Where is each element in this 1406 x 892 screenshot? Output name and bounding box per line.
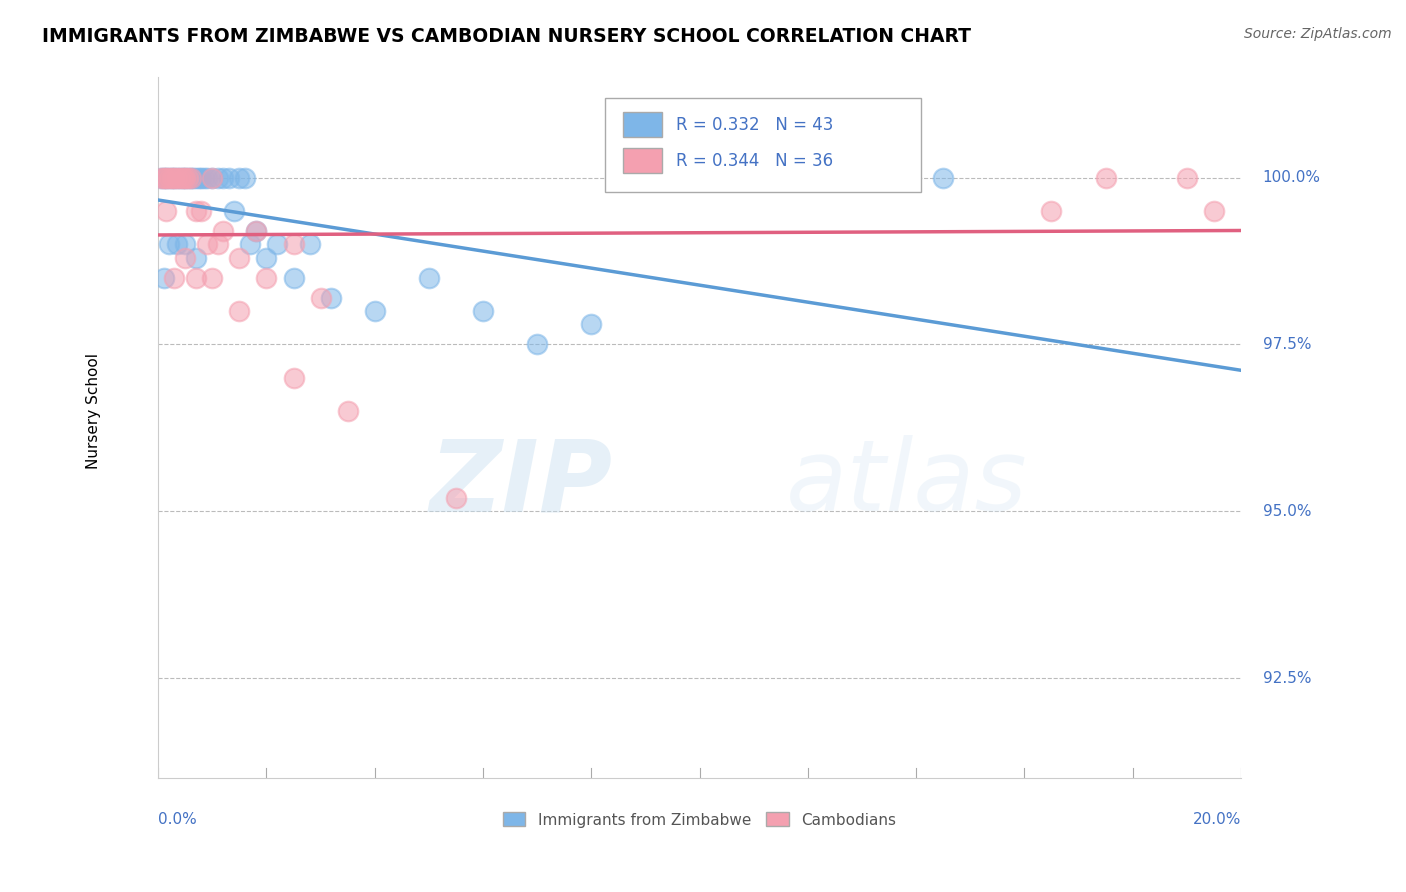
Point bbox=[201, 170, 224, 185]
Point bbox=[149, 170, 172, 185]
Point bbox=[172, 170, 194, 185]
Point bbox=[183, 170, 205, 185]
Point bbox=[1094, 170, 1116, 185]
Text: 0.0%: 0.0% bbox=[159, 812, 197, 827]
Point bbox=[336, 404, 359, 418]
Point bbox=[283, 270, 305, 285]
Point bbox=[581, 318, 603, 332]
Text: 100.0%: 100.0% bbox=[1263, 170, 1320, 185]
Point bbox=[155, 170, 177, 185]
Text: R = 0.344   N = 36: R = 0.344 N = 36 bbox=[676, 152, 834, 169]
Point bbox=[184, 170, 207, 185]
Point bbox=[228, 304, 250, 318]
Point bbox=[177, 170, 200, 185]
Point bbox=[155, 170, 177, 185]
Point bbox=[190, 170, 212, 185]
Text: R = 0.332   N = 43: R = 0.332 N = 43 bbox=[676, 116, 834, 134]
Point bbox=[207, 237, 229, 252]
Point bbox=[190, 203, 212, 218]
Point bbox=[228, 170, 250, 185]
Point bbox=[174, 170, 197, 185]
Text: 92.5%: 92.5% bbox=[1263, 671, 1310, 686]
Point bbox=[152, 170, 174, 185]
Point bbox=[180, 170, 202, 185]
Point bbox=[174, 237, 197, 252]
Point bbox=[157, 170, 180, 185]
Text: IMMIGRANTS FROM ZIMBABWE VS CAMBODIAN NURSERY SCHOOL CORRELATION CHART: IMMIGRANTS FROM ZIMBABWE VS CAMBODIAN NU… bbox=[42, 27, 972, 45]
Point bbox=[245, 224, 267, 238]
Point bbox=[207, 170, 229, 185]
Point bbox=[233, 170, 256, 185]
Point bbox=[266, 237, 288, 252]
Point bbox=[228, 251, 250, 265]
Point bbox=[256, 270, 278, 285]
Point bbox=[166, 237, 188, 252]
Point bbox=[283, 371, 305, 385]
Point bbox=[149, 170, 172, 185]
Point bbox=[163, 170, 186, 185]
Point bbox=[218, 170, 240, 185]
Point bbox=[157, 237, 180, 252]
Text: 20.0%: 20.0% bbox=[1192, 812, 1241, 827]
Point bbox=[283, 237, 305, 252]
Point bbox=[321, 291, 343, 305]
Point bbox=[193, 170, 215, 185]
Point bbox=[444, 491, 467, 505]
Point bbox=[174, 251, 197, 265]
Point bbox=[298, 237, 321, 252]
Point bbox=[163, 170, 186, 185]
Point bbox=[222, 203, 245, 218]
Point bbox=[364, 304, 387, 318]
Text: 97.5%: 97.5% bbox=[1263, 337, 1310, 352]
Point bbox=[163, 270, 186, 285]
Point bbox=[155, 203, 177, 218]
Point bbox=[256, 251, 278, 265]
Text: ZIP: ZIP bbox=[430, 435, 613, 533]
Text: 95.0%: 95.0% bbox=[1263, 504, 1310, 519]
Point bbox=[166, 170, 188, 185]
Point bbox=[245, 224, 267, 238]
Point bbox=[160, 170, 183, 185]
Point bbox=[152, 170, 174, 185]
Point bbox=[174, 170, 197, 185]
Point bbox=[526, 337, 548, 351]
Point bbox=[169, 170, 191, 185]
Point bbox=[201, 270, 224, 285]
Point bbox=[152, 270, 174, 285]
Point bbox=[160, 170, 183, 185]
Text: atlas: atlas bbox=[786, 435, 1028, 533]
Point bbox=[177, 170, 200, 185]
Point bbox=[472, 304, 495, 318]
Point bbox=[187, 170, 209, 185]
Point bbox=[180, 170, 202, 185]
Point bbox=[166, 170, 188, 185]
Point bbox=[172, 170, 194, 185]
Legend: Immigrants from Zimbabwe, Cambodians: Immigrants from Zimbabwe, Cambodians bbox=[496, 806, 903, 834]
Point bbox=[309, 291, 332, 305]
Point bbox=[1202, 203, 1225, 218]
Point bbox=[212, 170, 235, 185]
Point bbox=[418, 270, 440, 285]
Point bbox=[212, 224, 235, 238]
Text: Nursery School: Nursery School bbox=[86, 353, 101, 469]
Point bbox=[184, 270, 207, 285]
Point bbox=[1040, 203, 1063, 218]
Point bbox=[932, 170, 955, 185]
Text: Source: ZipAtlas.com: Source: ZipAtlas.com bbox=[1244, 27, 1392, 41]
Point bbox=[201, 170, 224, 185]
Point bbox=[184, 203, 207, 218]
Point bbox=[184, 251, 207, 265]
Point bbox=[195, 237, 218, 252]
Point bbox=[169, 170, 191, 185]
Point bbox=[195, 170, 218, 185]
Point bbox=[1175, 170, 1198, 185]
Point bbox=[239, 237, 262, 252]
Point bbox=[157, 170, 180, 185]
